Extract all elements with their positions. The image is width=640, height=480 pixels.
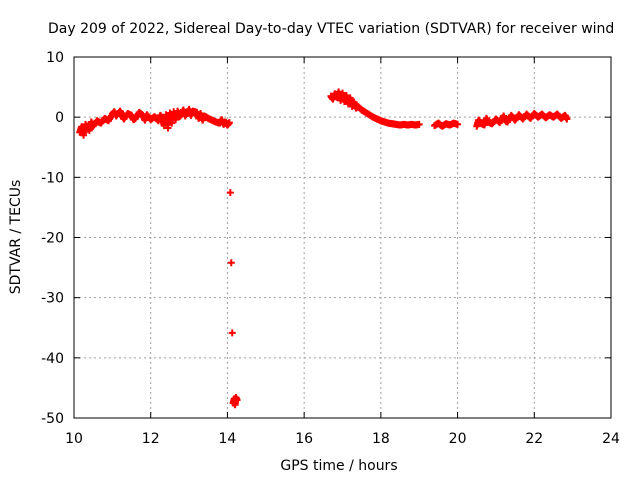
x-tick-label: 20 <box>449 431 467 447</box>
x-tick-label: 22 <box>525 431 543 447</box>
data-point <box>226 189 234 197</box>
x-tick-label: 14 <box>219 431 237 447</box>
y-tick-label: 0 <box>55 110 64 126</box>
grid-lines <box>74 57 611 418</box>
data-point <box>227 259 235 267</box>
y-tick-label: 10 <box>46 50 64 66</box>
y-axis-label: SDTVAR / TECUs <box>8 180 24 295</box>
y-tick-label: -40 <box>41 351 64 367</box>
data-points <box>76 88 571 409</box>
y-tick-label: -50 <box>41 411 64 427</box>
x-tick-label: 16 <box>295 431 313 447</box>
x-tick-label: 24 <box>602 431 620 447</box>
data-point <box>228 329 236 337</box>
data-point <box>415 120 423 128</box>
x-axis-label: GPS time / hours <box>280 458 397 474</box>
y-tick-label: -10 <box>41 170 64 186</box>
data-point <box>225 119 233 127</box>
x-tick-label: 12 <box>142 431 160 447</box>
data-point <box>233 396 241 404</box>
x-tick-label: 18 <box>372 431 390 447</box>
data-point <box>454 120 462 128</box>
chart-title: Day 209 of 2022, Sidereal Day-to-day VTE… <box>48 21 614 37</box>
data-point <box>563 115 571 123</box>
x-tick-label: 10 <box>65 431 83 447</box>
y-tick-label: -30 <box>41 291 64 307</box>
y-tick-label: -20 <box>41 231 64 247</box>
axis-ticks: 10 12 14 16 18 20 22 24 10 0 -10 -20 -30 -40 -50 <box>41 50 620 447</box>
